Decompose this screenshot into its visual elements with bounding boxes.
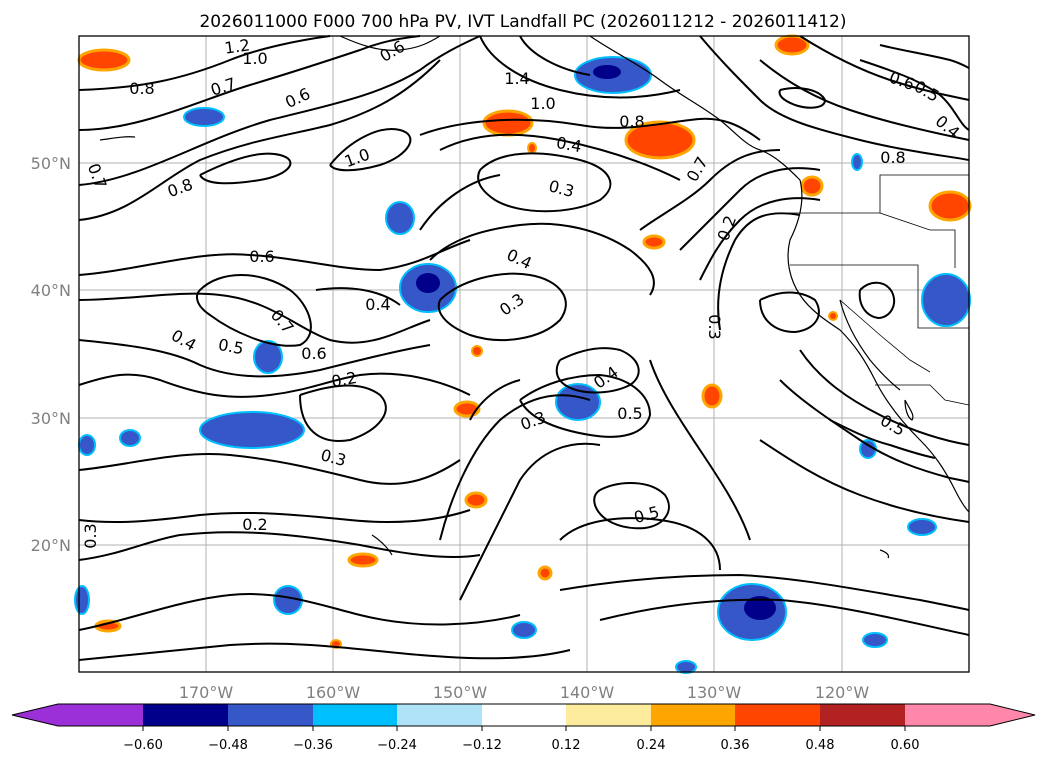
lat-label: 40°N: [31, 281, 71, 300]
figure-title: 2026011000 F000 700 hPa PV, IVT Landfall…: [199, 12, 846, 32]
contour-label: 0.5: [617, 404, 642, 423]
borders: [788, 174, 970, 406]
colorbar-segment: [397, 704, 482, 726]
contour-label: 0.4: [555, 133, 583, 156]
contour-label: 1.0: [242, 49, 267, 68]
colorbar-ticks: [142, 726, 906, 731]
latitude-labels: 50°N 40°N 30°N 20°N: [31, 154, 71, 555]
colorbar-tick-label: 0.12: [552, 738, 581, 753]
contour-label: 0.2: [330, 368, 358, 391]
colorbar-tick-label: 0.36: [721, 738, 750, 753]
colorbar: −0.60 −0.48 −0.36 −0.24 −0.12 0.12 0.24 …: [11, 703, 1036, 753]
contour-label: 0.2: [242, 515, 267, 534]
contour-label: 1.0: [530, 94, 555, 113]
colorbar-tick-label: −0.12: [462, 738, 502, 753]
colorbar-tick-label: −0.36: [293, 738, 333, 753]
colorbar-segment: [58, 704, 143, 726]
colorbar-min-extend: [12, 704, 58, 726]
contour-label: 0.8: [619, 112, 644, 131]
lat-label: 20°N: [31, 536, 71, 555]
lon-label: 130°W: [687, 683, 742, 702]
contour-label: 0.3: [81, 523, 100, 548]
colorbar-tick-label: −0.48: [208, 738, 248, 753]
longitude-labels: 170°W 160°W 150°W 140°W 130°W 120°W: [179, 683, 870, 702]
contour-label: 1.4: [504, 69, 529, 88]
colorbar-outline: [11, 703, 1036, 727]
contour-label: 0.6: [301, 344, 326, 363]
colorbar-segment: [651, 704, 735, 726]
contour-label: 0.8: [880, 148, 905, 167]
contour-label: 0.4: [365, 295, 390, 314]
colorbar-tick-label: 0.60: [891, 738, 920, 753]
contour-label: 0.6: [249, 247, 274, 266]
lon-label: 170°W: [179, 683, 234, 702]
pv-contours: [78, 35, 970, 661]
map-frame: [78, 35, 970, 673]
colorbar-segment: [735, 704, 820, 726]
lon-label: 160°W: [306, 683, 361, 702]
contour-label: 1.2: [223, 35, 251, 57]
colorbar-tick-label: 0.24: [637, 738, 666, 753]
colorbar-tick-label: −0.24: [377, 738, 417, 753]
lon-label: 120°W: [815, 683, 870, 702]
lon-label: 140°W: [560, 683, 615, 702]
colorbar-max-extend: [990, 704, 1035, 726]
colorbar-segment: [566, 704, 651, 726]
contour-label: 0.8: [129, 79, 154, 98]
lat-label: 30°N: [31, 409, 71, 428]
lat-label: 50°N: [31, 154, 71, 173]
shaded-anomalies: [74, 34, 972, 674]
colorbar-tick-label: −0.60: [123, 738, 163, 753]
contour-label: 0.3: [705, 314, 724, 339]
colorbar-segment: [905, 704, 990, 726]
colorbar-tick-label: 0.48: [806, 738, 835, 753]
coastlines: [99, 35, 970, 559]
colorbar-segment: [313, 704, 397, 726]
map-panel: [79, 36, 969, 672]
colorbar-segment: [143, 704, 228, 726]
contour-label: 0.5: [217, 335, 245, 358]
colorbar-segment: [820, 704, 905, 726]
colorbar-segment: [482, 704, 566, 726]
colorbar-segment: [228, 704, 313, 726]
lon-label: 150°W: [433, 683, 488, 702]
